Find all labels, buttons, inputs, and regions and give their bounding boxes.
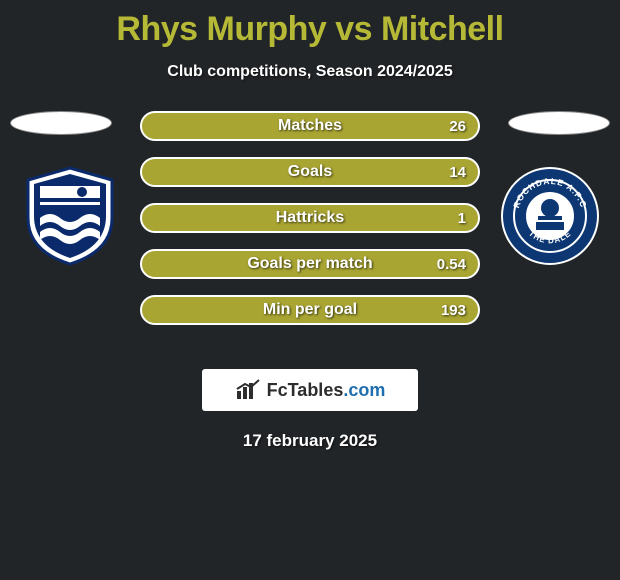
stat-label: Goals per match xyxy=(247,255,372,273)
brand-text: FcTables.com xyxy=(267,380,386,401)
stat-bar-matches: Matches 26 xyxy=(140,111,480,141)
bar-chart-icon xyxy=(235,379,261,401)
stat-bar-min-per-goal: Min per goal 193 xyxy=(140,295,480,325)
brand-suffix: .com xyxy=(343,380,385,400)
stat-label: Min per goal xyxy=(263,301,357,319)
page-title: Rhys Murphy vs Mitchell xyxy=(0,0,620,49)
stat-right-value: 193 xyxy=(441,302,466,319)
brand-link[interactable]: FcTables.com xyxy=(202,369,418,411)
club-badge-right: ROCHDALE A.F.C THE DALE xyxy=(500,166,600,266)
brand-name: FcTables xyxy=(267,380,344,400)
stat-label: Hattricks xyxy=(276,209,344,227)
club-badge-left xyxy=(20,166,120,266)
stat-label: Matches xyxy=(278,117,342,135)
comparison-panel: ROCHDALE A.F.C THE DALE Matches 26 Goals… xyxy=(0,111,620,361)
stat-right-value: 14 xyxy=(449,164,466,181)
stat-bar-hattricks: Hattricks 1 xyxy=(140,203,480,233)
stat-bars: Matches 26 Goals 14 Hattricks 1 Goals pe… xyxy=(140,111,480,341)
rochdale-crest-icon: ROCHDALE A.F.C THE DALE xyxy=(500,166,600,266)
player-avatar-left xyxy=(10,111,112,135)
stat-bar-goals: Goals 14 xyxy=(140,157,480,187)
southend-crest-icon xyxy=(20,166,120,266)
stat-right-value: 1 xyxy=(458,210,466,227)
footer-date: 17 february 2025 xyxy=(0,431,620,451)
stat-bar-goals-per-match: Goals per match 0.54 xyxy=(140,249,480,279)
player-avatar-right xyxy=(508,111,610,135)
stat-right-value: 26 xyxy=(449,118,466,135)
stat-label: Goals xyxy=(288,163,332,181)
page-subtitle: Club competitions, Season 2024/2025 xyxy=(0,63,620,81)
stat-right-value: 0.54 xyxy=(437,256,466,273)
